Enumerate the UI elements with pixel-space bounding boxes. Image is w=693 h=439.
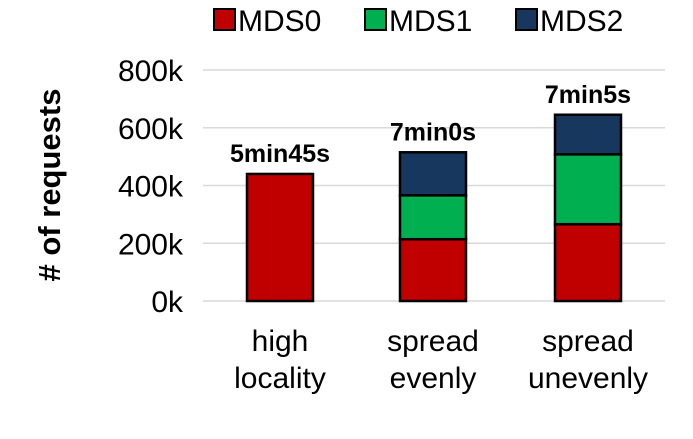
bar-segment-mds0 <box>553 222 623 303</box>
category-labels: high locality spread evenly spread unevenly <box>234 325 648 395</box>
legend-swatch-mds2 <box>515 8 538 31</box>
x-category-label: spread <box>387 325 479 358</box>
bar-segment-mds0 <box>245 172 315 303</box>
legend-swatch-mds1 <box>364 8 387 31</box>
bar-segment-mds2 <box>553 113 623 156</box>
x-category-label: spread <box>542 325 634 358</box>
y-tick-labels: 0k 200k 400k 600k 800k <box>118 55 184 319</box>
y-tick-label: 200k <box>118 228 184 261</box>
x-category-label: unevenly <box>528 362 648 395</box>
y-tick-label: 400k <box>118 171 184 204</box>
x-category-label: high <box>252 325 309 358</box>
bar-segment-mds0 <box>398 237 468 303</box>
legend-label-mds2: MDS2 <box>540 5 623 38</box>
legend-label-mds0: MDS0 <box>238 5 321 38</box>
data-labels: 5min45s 7min0s 7min5s <box>230 81 631 168</box>
data-label: 5min45s <box>230 140 330 168</box>
x-category-label: evenly <box>390 362 477 395</box>
y-axis-label: # of requests <box>32 89 67 282</box>
y-tick-label: 600k <box>118 113 184 146</box>
bars <box>245 113 623 303</box>
y-tick-label: 0k <box>151 286 184 319</box>
bar-segment-mds2 <box>398 151 468 197</box>
legend-label-mds1: MDS1 <box>389 5 472 38</box>
legend: MDS0 MDS1 MDS2 <box>213 5 623 38</box>
data-label: 7min0s <box>390 118 476 146</box>
data-label: 7min5s <box>545 81 631 109</box>
x-category-label: locality <box>234 362 326 395</box>
y-tick-label: 800k <box>118 55 184 88</box>
bar-segment-mds1 <box>553 153 623 226</box>
bar-segment-mds1 <box>398 194 468 241</box>
legend-swatch-mds0 <box>213 8 236 31</box>
